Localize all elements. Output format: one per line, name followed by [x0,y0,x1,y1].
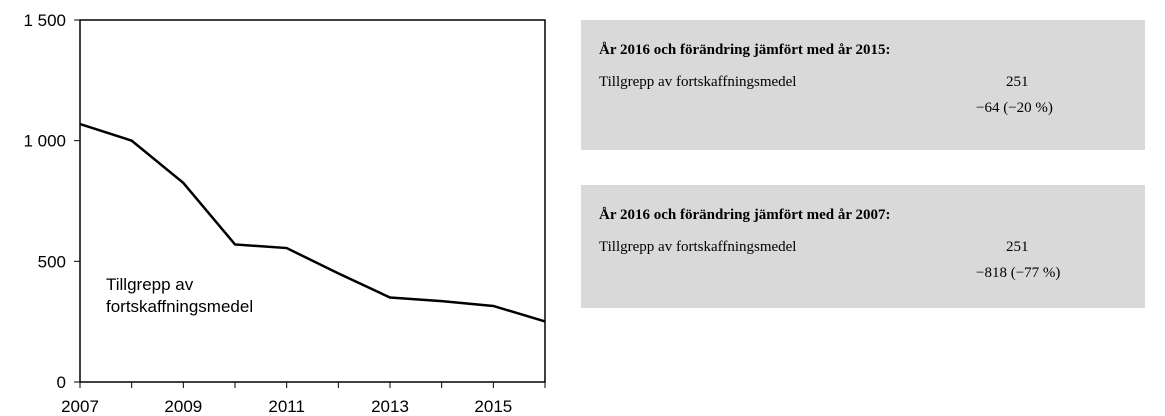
y-tick-label: 1 500 [23,11,66,30]
plot-frame [79,19,546,383]
annotation: Tillgrepp av [106,275,194,294]
box-label: Tillgrepp av fortskaffningsmedel [599,74,797,90]
info-box: År 2016 och förändring jämfört med år 20… [581,185,1145,308]
box-value: 251 [1006,239,1029,255]
info-box: År 2016 och förändring jämfört med år 20… [581,20,1145,150]
x-tick-label: 2015 [474,397,512,416]
box-label: Tillgrepp av fortskaffningsmedel [599,239,797,255]
x-tick-label: 2011 [268,397,305,416]
y-tick-label: 0 [57,373,66,392]
box-title: År 2016 och förändring jämfört med år 20… [599,207,891,223]
box-title: År 2016 och förändring jämfört med år 20… [599,42,891,58]
box-change: −64 (−20 %) [976,100,1053,116]
y-tick-label: 1 000 [23,132,66,151]
x-tick-label: 2009 [164,397,202,416]
box-change: −818 (−77 %) [976,265,1061,281]
box-value: 251 [1006,74,1029,90]
line [79,122,546,323]
x-tick-label: 2013 [371,397,409,416]
x-tick-label: 2007 [61,397,99,416]
annotation: fortskaffningsmedel [106,297,253,316]
chart: 0 500 1 000 1 500 2007 2009 2011 2013 2015 Tillgr… [23,11,546,416]
y-tick-label: 500 [38,252,66,271]
